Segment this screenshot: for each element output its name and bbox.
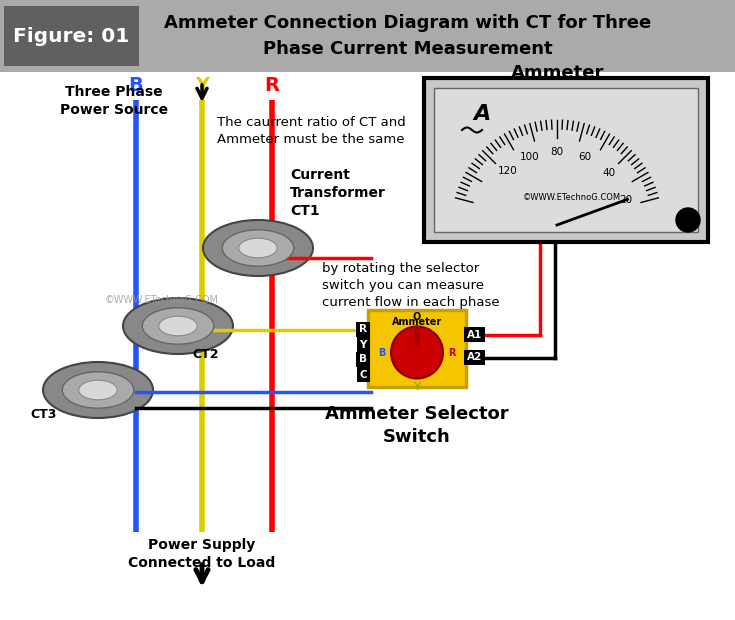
- Text: 120: 120: [498, 166, 518, 175]
- Circle shape: [391, 327, 443, 378]
- Text: A: A: [473, 104, 491, 124]
- FancyBboxPatch shape: [424, 78, 708, 242]
- FancyBboxPatch shape: [368, 310, 466, 387]
- Ellipse shape: [143, 308, 214, 344]
- Text: CT2: CT2: [192, 348, 218, 361]
- FancyBboxPatch shape: [4, 6, 139, 66]
- Text: R: R: [359, 324, 367, 335]
- Text: Power Supply
Connected to Load: Power Supply Connected to Load: [129, 538, 276, 570]
- FancyBboxPatch shape: [0, 0, 735, 72]
- Ellipse shape: [123, 298, 233, 354]
- Text: 20: 20: [619, 195, 632, 205]
- Ellipse shape: [203, 220, 313, 276]
- Text: Ammeter Connection Diagram with CT for Three
Phase Current Measurement: Ammeter Connection Diagram with CT for T…: [164, 14, 651, 58]
- Text: R: R: [265, 76, 279, 95]
- Text: Three Phase
Power Source: Three Phase Power Source: [60, 85, 168, 117]
- Text: B: B: [359, 355, 367, 365]
- Text: Ammeter Selector
Switch: Ammeter Selector Switch: [325, 405, 509, 446]
- Text: Ammeter: Ammeter: [512, 64, 605, 82]
- Text: B: B: [129, 76, 143, 95]
- Text: 100: 100: [520, 153, 539, 162]
- FancyBboxPatch shape: [434, 88, 698, 232]
- Ellipse shape: [79, 380, 118, 400]
- Ellipse shape: [43, 362, 153, 418]
- Text: A1: A1: [467, 329, 482, 340]
- Ellipse shape: [159, 316, 197, 336]
- Text: The caurrent ratio of CT and
Ammeter must be the same: The caurrent ratio of CT and Ammeter mus…: [217, 116, 406, 146]
- Text: CT3: CT3: [30, 408, 57, 421]
- Text: C: C: [359, 370, 367, 379]
- Text: Y: Y: [195, 76, 209, 95]
- Text: Y: Y: [359, 340, 367, 350]
- Text: ©WWW.ETechnoG.COM: ©WWW.ETechnoG.COM: [523, 193, 621, 203]
- Text: 80: 80: [551, 147, 564, 157]
- Text: 60: 60: [578, 153, 591, 162]
- Text: Y: Y: [414, 383, 420, 392]
- Text: B: B: [379, 347, 386, 358]
- Text: by rotating the selector
switch you can measure
current flow in each phase: by rotating the selector switch you can …: [322, 262, 500, 309]
- Text: 40: 40: [602, 169, 615, 179]
- Text: Ammeter: Ammeter: [392, 317, 442, 327]
- Text: O: O: [413, 312, 421, 322]
- Ellipse shape: [239, 238, 277, 258]
- Text: ©WWW.ETechnoG.COM: ©WWW.ETechnoG.COM: [105, 295, 219, 305]
- Ellipse shape: [222, 230, 294, 266]
- Text: Figure: 01: Figure: 01: [13, 27, 129, 45]
- Circle shape: [676, 208, 700, 232]
- Text: A2: A2: [467, 353, 482, 363]
- Text: R: R: [448, 347, 456, 358]
- Ellipse shape: [62, 372, 134, 408]
- Text: Current
Transformer
CT1: Current Transformer CT1: [290, 168, 386, 218]
